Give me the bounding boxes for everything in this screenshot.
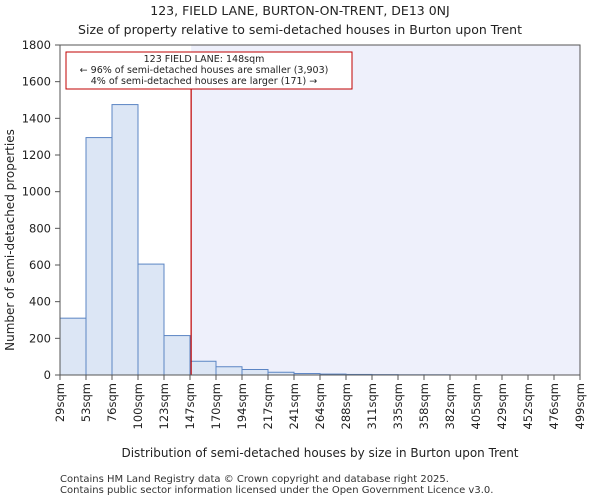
larger-region-highlight (191, 45, 580, 375)
annotation-line-1: 123 FIELD LANE: 148sqm (144, 54, 265, 65)
x-tick-label: 335sqm (391, 383, 405, 429)
x-tick-label: 476sqm (547, 383, 561, 429)
x-tick-label: 264sqm (313, 383, 327, 429)
annotation-line-3: 4% of semi-detached houses are larger (1… (91, 76, 318, 87)
bar-147sqm (189, 360, 217, 376)
x-tick-label: 217sqm (261, 383, 275, 429)
annotation-box: 123 FIELD LANE: 148sqm ← 96% of semi-det… (65, 51, 353, 90)
y-tick-label: 0 (44, 368, 51, 382)
x-tick-label: 358sqm (417, 383, 431, 429)
x-tick-label: 100sqm (131, 383, 145, 429)
x-tick-label: 170sqm (209, 383, 223, 429)
x-tick-label: 76sqm (105, 383, 119, 422)
annotation-frame (65, 51, 353, 90)
chart-title: 123, FIELD LANE, BURTON-ON-TRENT, DE13 0… (150, 3, 449, 18)
bar-76sqm (111, 104, 139, 376)
x-tick-label: 311sqm (365, 383, 379, 429)
y-tick-label: 800 (29, 221, 51, 235)
y-tick-label: 600 (29, 258, 51, 272)
x-tick-label: 194sqm (235, 383, 249, 429)
bar-29sqm (59, 317, 87, 376)
plot-frame (59, 44, 581, 376)
bar-170sqm (215, 366, 243, 376)
y-tick-label: 200 (29, 331, 51, 345)
y-tick-label: 1800 (22, 38, 51, 52)
y-tick-label: 1400 (22, 111, 51, 125)
footer-line-2: Contains public sector information licen… (60, 485, 494, 496)
bars (59, 104, 451, 376)
y-axis-ticks: 0 200 400 600 800 1000 1200 1400 1600 1800 (22, 38, 60, 382)
x-tick-label: 405sqm (469, 383, 483, 429)
x-tick-label: 29sqm (53, 383, 67, 422)
x-tick-label: 499sqm (573, 383, 587, 429)
y-tick-label: 1600 (22, 75, 51, 89)
x-tick-label: 429sqm (495, 383, 509, 429)
bar-53sqm (85, 137, 113, 376)
y-tick-label: 400 (29, 295, 51, 309)
chart-subtitle: Size of property relative to semi-detach… (78, 22, 522, 37)
bar-100sqm (137, 263, 165, 376)
x-tick-label: 382sqm (443, 383, 457, 429)
annotation-line-2: ← 96% of semi-detached houses are smalle… (80, 65, 329, 76)
x-tick-label: 288sqm (339, 383, 353, 429)
bar-194sqm (241, 369, 269, 376)
x-tick-label: 241sqm (287, 383, 301, 429)
y-tick-label: 1000 (22, 185, 51, 199)
x-tick-label: 147sqm (183, 383, 197, 429)
bar-123sqm (163, 335, 191, 376)
y-axis-label: Number of semi-detached properties (3, 129, 17, 351)
y-tick-label: 1200 (22, 148, 51, 162)
x-tick-label: 123sqm (157, 383, 171, 429)
x-axis-label: Distribution of semi-detached houses by … (121, 446, 518, 460)
x-axis-ticks: 29sqm 53sqm 76sqm 100sqm 123sqm 147sqm 170sqm 1… (53, 375, 587, 429)
x-tick-label: 53sqm (79, 383, 93, 422)
x-tick-label: 452sqm (521, 383, 535, 429)
footer-line-1: Contains HM Land Registry data © Crown c… (60, 474, 449, 485)
